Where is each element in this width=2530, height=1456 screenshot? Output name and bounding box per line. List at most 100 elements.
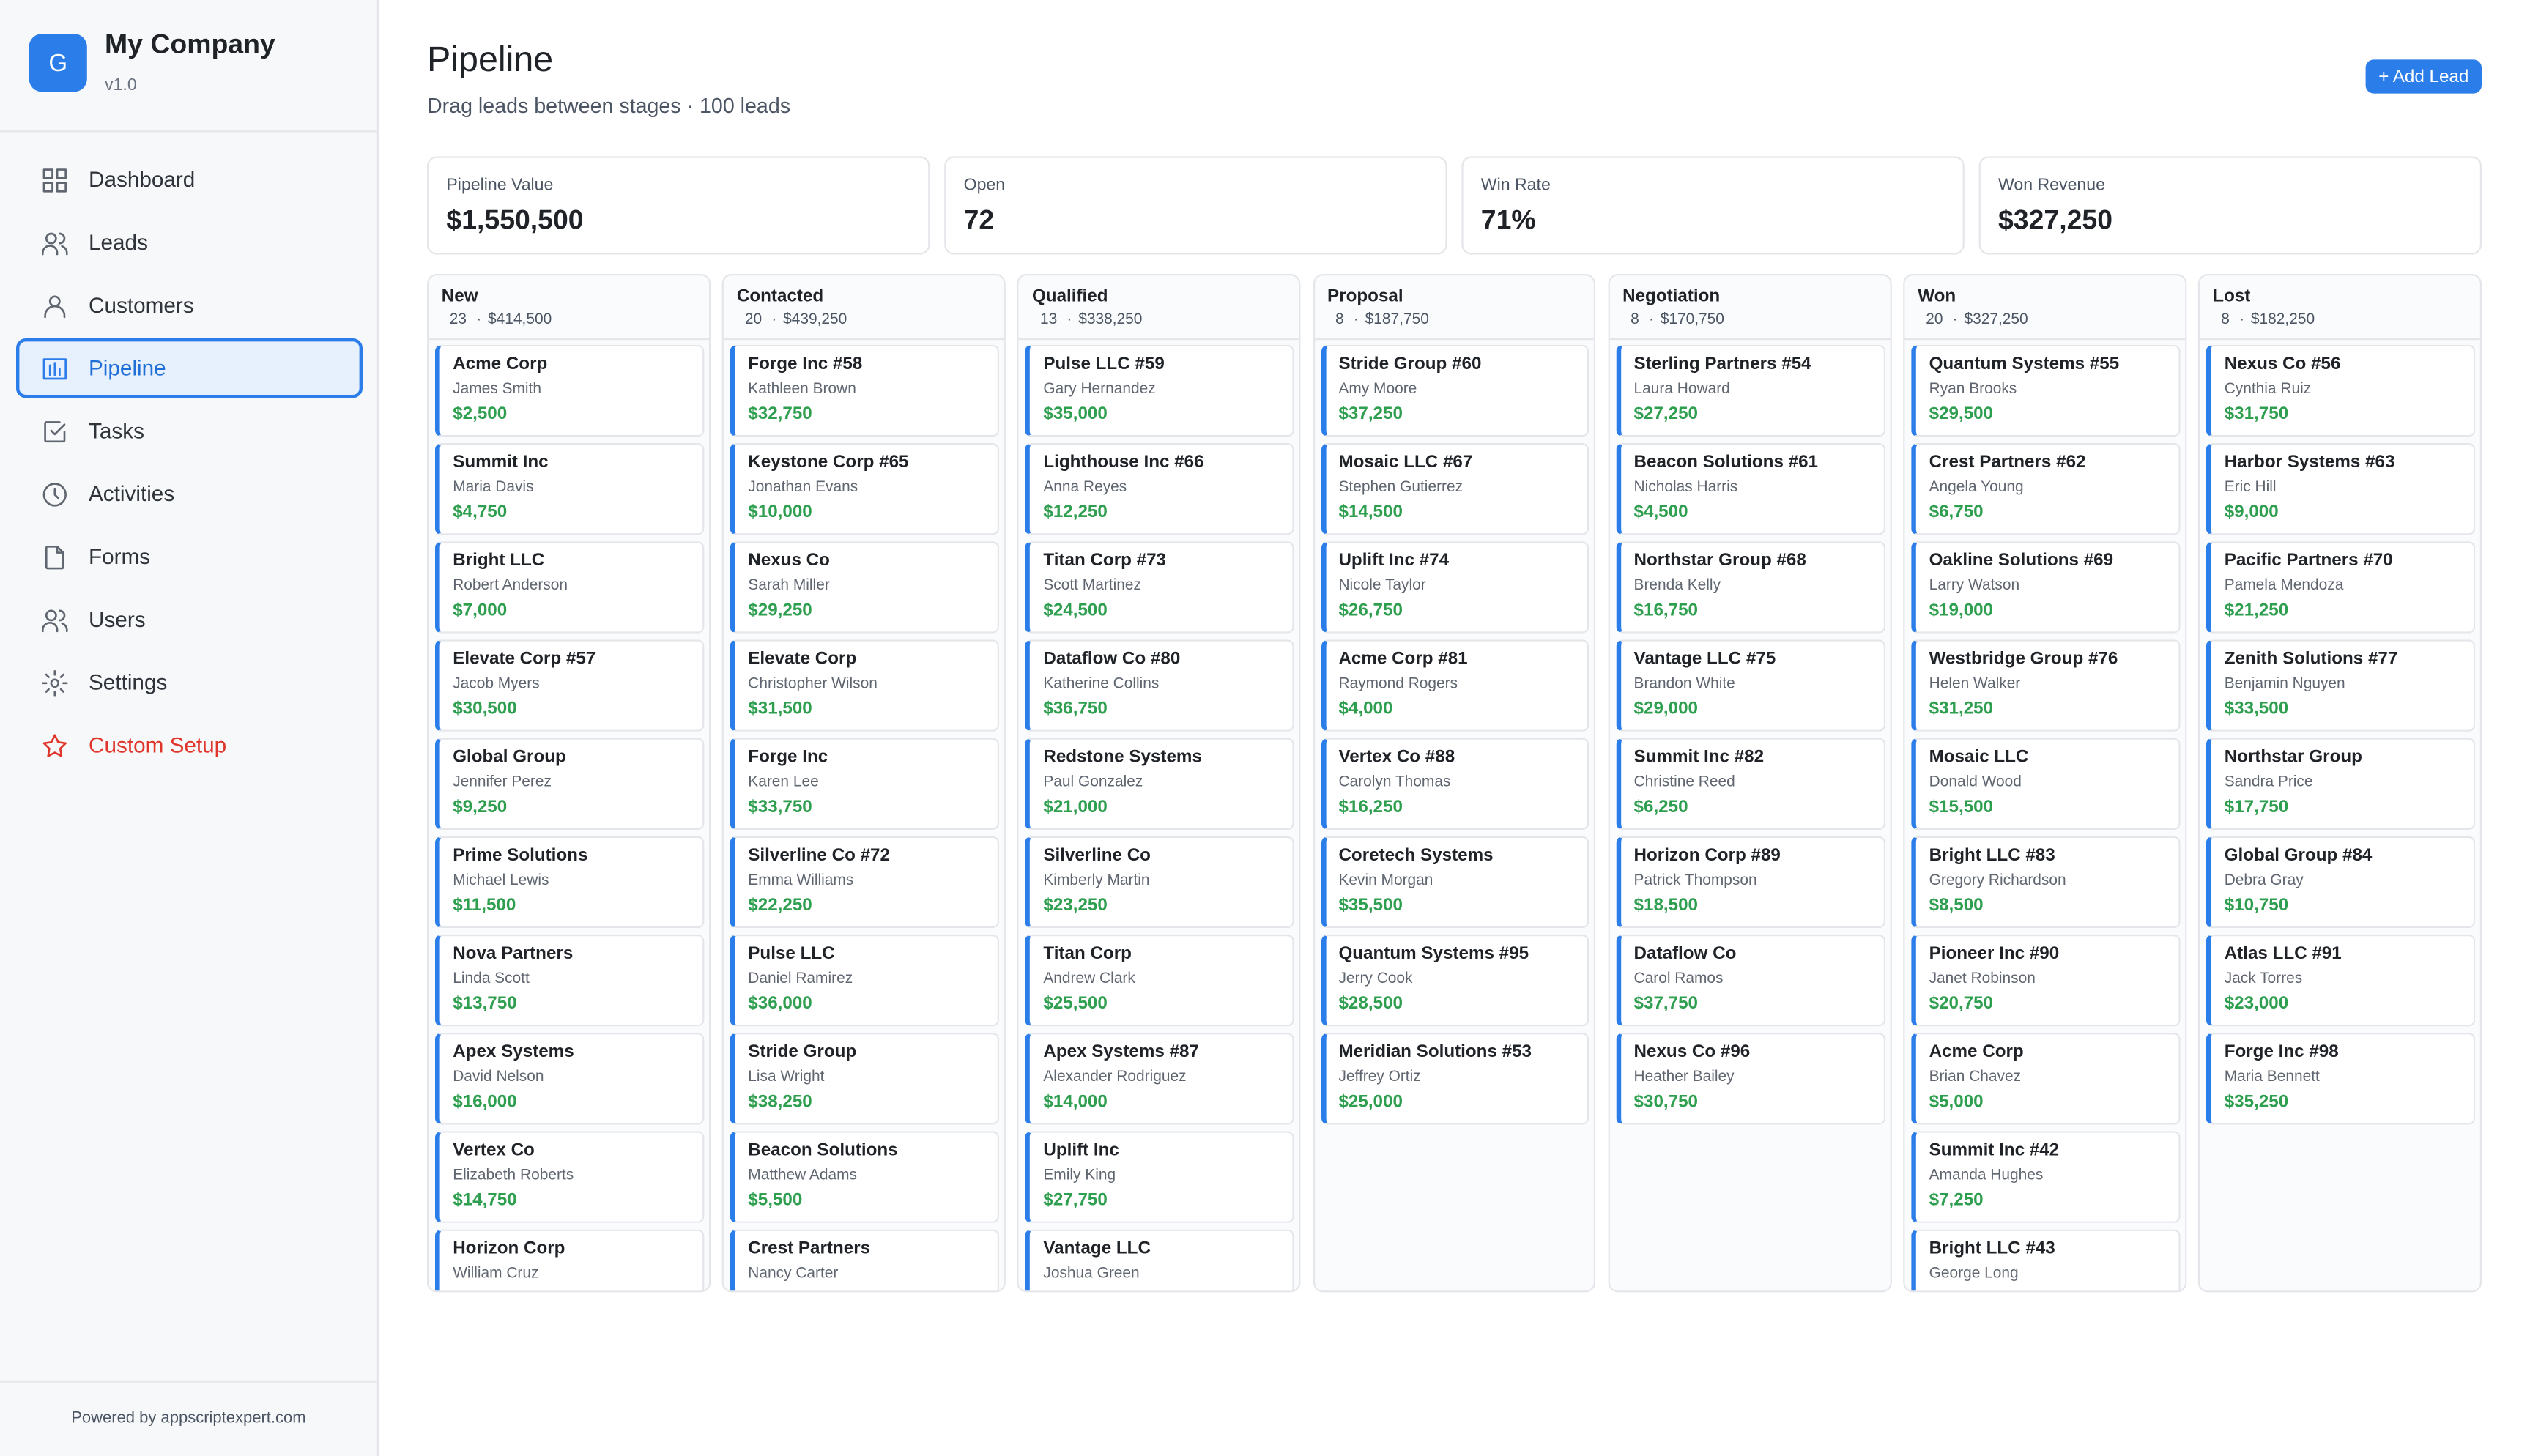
lead-card[interactable]: Global Group Jennifer Perez $9,250 bbox=[435, 738, 704, 830]
add-lead-button[interactable]: + Add Lead bbox=[2365, 59, 2482, 94]
nav-item[interactable]: Pipeline bbox=[16, 338, 363, 398]
lead-card[interactable]: Stride Group #60 Amy Moore $37,250 bbox=[1321, 344, 1590, 437]
lead-card[interactable]: Zenith Solutions #77 Benjamin Nguyen $33,5… bbox=[2206, 639, 2476, 732]
lead-card[interactable]: Pulse LLC #59 Gary Hernandez $35,000 bbox=[1025, 344, 1294, 437]
lead-card[interactable]: Beacon Solutions #61 Nicholas Harris $4,50… bbox=[1616, 443, 1885, 535]
lead-card[interactable]: Apex Systems David Nelson $16,000 bbox=[435, 1033, 704, 1125]
lead-name: Northstar Group bbox=[2224, 747, 2362, 768]
lead-card[interactable]: Mosaic LLC #67 Stephen Gutierrez $14,500 bbox=[1321, 443, 1590, 535]
lead-contact: Gary Hernandez bbox=[1043, 380, 1156, 398]
lead-card[interactable]: Bright LLC Robert Anderson $7,000 bbox=[435, 541, 704, 634]
stat-value: 72 bbox=[963, 204, 995, 236]
lead-card[interactable]: Nexus Co Sarah Miller $29,250 bbox=[730, 541, 999, 634]
lead-card[interactable]: Vertex Co #88 Carolyn Thomas $16,250 bbox=[1321, 738, 1590, 830]
lead-card[interactable]: Lighthouse Inc #66 Anna Reyes $12,250 bbox=[1025, 443, 1294, 535]
lead-card[interactable]: Crest Partners Nancy Carter bbox=[730, 1229, 999, 1291]
lead-card[interactable]: Oakline Solutions #69 Larry Watson $19,000 bbox=[1911, 541, 2181, 634]
lead-card[interactable]: Crest Partners #62 Angela Young $6,750 bbox=[1911, 443, 2181, 535]
lead-card[interactable]: Westbridge Group #76 Helen Walker $31,250 bbox=[1911, 639, 2181, 732]
lead-card[interactable]: Acme Corp #81 Raymond Rogers $4,000 bbox=[1321, 639, 1590, 732]
lead-card[interactable]: Stride Group Lisa Wright $38,250 bbox=[730, 1033, 999, 1125]
lead-amount: $18,500 bbox=[1633, 896, 1699, 915]
nav-item[interactable]: Leads bbox=[16, 212, 363, 272]
lead-card[interactable]: Forge Inc #98 Maria Bennett $35,250 bbox=[2206, 1033, 2476, 1125]
stat-value: $1,550,500 bbox=[446, 204, 584, 236]
lead-contact: Karen Lee bbox=[748, 773, 819, 792]
lead-card[interactable]: Apex Systems #87 Alexander Rodriguez $14,0… bbox=[1025, 1033, 1294, 1125]
lead-card[interactable]: Northstar Group Sandra Price $17,750 bbox=[2206, 738, 2476, 830]
lead-contact: Joshua Green bbox=[1043, 1265, 1140, 1283]
lead-card[interactable]: Summit Inc Maria Davis $4,750 bbox=[435, 443, 704, 535]
nav-item[interactable]: Activities bbox=[16, 464, 363, 524]
lead-card[interactable]: Bright LLC #83 Gregory Richardson $8,500 bbox=[1911, 836, 2181, 929]
lead-card[interactable]: Vantage LLC #75 Brandon White $29,000 bbox=[1616, 639, 1885, 732]
lead-contact: Kathleen Brown bbox=[748, 380, 856, 398]
lead-card[interactable]: Silverline Co #72 Emma Williams $22,250 bbox=[730, 836, 999, 929]
nav-item[interactable]: Tasks bbox=[16, 401, 363, 461]
lead-card[interactable]: Vantage LLC Joshua Green bbox=[1025, 1229, 1294, 1291]
lead-card[interactable]: Northstar Group #68 Brenda Kelly $16,750 bbox=[1616, 541, 1885, 634]
lead-card[interactable]: Horizon Corp William Cruz bbox=[435, 1229, 704, 1291]
lead-name: Summit Inc bbox=[453, 453, 549, 472]
nav-icon bbox=[44, 420, 66, 442]
nav-item[interactable]: Custom Setup bbox=[16, 716, 363, 775]
lead-card[interactable]: Pioneer Inc #90 Janet Robinson $20,750 bbox=[1911, 935, 2181, 1027]
lead-name: Apex Systems #87 bbox=[1043, 1042, 1199, 1062]
lead-contact: Patrick Thompson bbox=[1633, 872, 1757, 890]
lead-card[interactable]: Forge Inc Karen Lee $33,750 bbox=[730, 738, 999, 830]
lead-card[interactable]: Atlas LLC #91 Jack Torres $23,000 bbox=[2206, 935, 2476, 1027]
lead-card[interactable]: Dataflow Co #80 Katherine Collins $36,750 bbox=[1025, 639, 1294, 732]
lead-card[interactable]: Harbor Systems #63 Eric Hill $9,000 bbox=[2206, 443, 2476, 535]
lead-name: Nova Partners bbox=[453, 944, 574, 964]
lead-card[interactable]: Uplift Inc #74 Nicole Taylor $26,750 bbox=[1321, 541, 1590, 634]
stage-header: Qualified 13$338,250 bbox=[1019, 275, 1299, 341]
lead-card[interactable]: Elevate Corp #57 Jacob Myers $30,500 bbox=[435, 639, 704, 732]
lead-card[interactable]: Meridian Solutions #53 Jeffrey Ortiz $25,0… bbox=[1321, 1033, 1590, 1125]
lead-card[interactable]: Redstone Systems Paul Gonzalez $21,000 bbox=[1025, 738, 1294, 830]
lead-contact: Maria Bennett bbox=[2224, 1068, 2320, 1086]
nav-item[interactable]: Forms bbox=[16, 527, 363, 586]
lead-contact: Jack Torres bbox=[2224, 970, 2303, 988]
lead-card[interactable]: Quantum Systems #55 Ryan Brooks $29,500 bbox=[1911, 344, 2181, 437]
logo[interactable]: G bbox=[29, 34, 87, 92]
lead-card[interactable]: Silverline Co Kimberly Martin $23,250 bbox=[1025, 836, 1294, 929]
lead-contact: Jonathan Evans bbox=[748, 478, 858, 497]
lead-card[interactable]: Nexus Co #96 Heather Bailey $30,750 bbox=[1616, 1033, 1885, 1125]
lead-card[interactable]: Prime Solutions Michael Lewis $11,500 bbox=[435, 836, 704, 929]
lead-contact: Larry Watson bbox=[1929, 576, 2020, 595]
lead-card[interactable]: Nova Partners Linda Scott $13,750 bbox=[435, 935, 704, 1027]
nav-item[interactable]: Settings bbox=[16, 653, 363, 712]
lead-name: Global Group #84 bbox=[2224, 846, 2373, 866]
lead-card[interactable]: Vertex Co Elizabeth Roberts $14,750 bbox=[435, 1131, 704, 1223]
lead-card[interactable]: Dataflow Co Carol Ramos $37,750 bbox=[1616, 935, 1885, 1027]
nav: Dashboard Leads Customers Pipeline Tasks Acti… bbox=[0, 132, 377, 775]
card-list: Sterling Partners #54 Laura Howard $27,250… bbox=[1610, 340, 1890, 1125]
lead-card[interactable]: Pacific Partners #70 Pamela Mendoza $21,25… bbox=[2206, 541, 2476, 634]
lead-card[interactable]: Forge Inc #58 Kathleen Brown $32,750 bbox=[730, 344, 999, 437]
lead-card[interactable]: Summit Inc #42 Amanda Hughes $7,250 bbox=[1911, 1131, 2181, 1223]
lead-card[interactable]: Keystone Corp #65 Jonathan Evans $10,000 bbox=[730, 443, 999, 535]
lead-card[interactable]: Coretech Systems Kevin Morgan $35,500 bbox=[1321, 836, 1590, 929]
lead-card[interactable]: Acme Corp Brian Chavez $5,000 bbox=[1911, 1033, 2181, 1125]
nav-item[interactable]: Users bbox=[16, 590, 363, 649]
lead-card[interactable]: Elevate Corp Christopher Wilson $31,500 bbox=[730, 639, 999, 732]
lead-card[interactable]: Pulse LLC Daniel Ramirez $36,000 bbox=[730, 935, 999, 1027]
lead-card[interactable]: Acme Corp James Smith $2,500 bbox=[435, 344, 704, 437]
lead-card[interactable]: Bright LLC #43 George Long bbox=[1911, 1229, 2181, 1291]
lead-card[interactable]: Titan Corp #73 Scott Martinez $24,500 bbox=[1025, 541, 1294, 634]
lead-card[interactable]: Quantum Systems #95 Jerry Cook $28,500 bbox=[1321, 935, 1590, 1027]
lead-card[interactable]: Global Group #84 Debra Gray $10,750 bbox=[2206, 836, 2476, 929]
lead-name: Forge Inc #98 bbox=[2224, 1042, 2339, 1062]
lead-card[interactable]: Horizon Corp #89 Patrick Thompson $18,500 bbox=[1616, 836, 1885, 929]
stat-card: Open 72 bbox=[944, 156, 1447, 255]
lead-card[interactable]: Nexus Co #56 Cynthia Ruiz $31,750 bbox=[2206, 344, 2476, 437]
lead-amount: $17,750 bbox=[2224, 798, 2289, 817]
lead-card[interactable]: Summit Inc #82 Christine Reed $6,250 bbox=[1616, 738, 1885, 830]
lead-card[interactable]: Sterling Partners #54 Laura Howard $27,250 bbox=[1616, 344, 1885, 437]
nav-item[interactable]: Dashboard bbox=[16, 150, 363, 209]
lead-card[interactable]: Uplift Inc Emily King $27,750 bbox=[1025, 1131, 1294, 1223]
lead-card[interactable]: Mosaic LLC Donald Wood $15,500 bbox=[1911, 738, 2181, 830]
lead-card[interactable]: Beacon Solutions Matthew Adams $5,500 bbox=[730, 1131, 999, 1223]
nav-item[interactable]: Customers bbox=[16, 275, 363, 335]
lead-card[interactable]: Titan Corp Andrew Clark $25,500 bbox=[1025, 935, 1294, 1027]
